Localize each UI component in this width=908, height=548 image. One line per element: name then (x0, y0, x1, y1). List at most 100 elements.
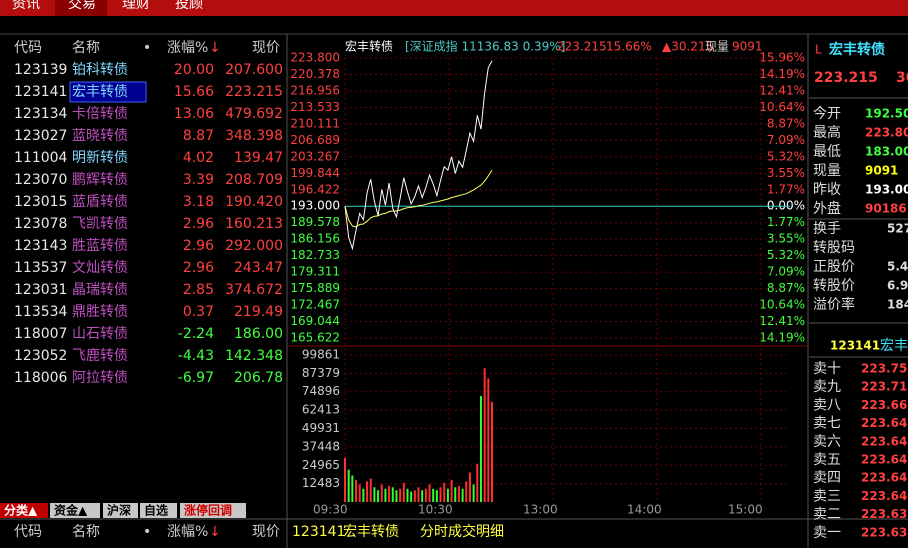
column-header[interactable]: • (143, 524, 151, 540)
column-header[interactable]: 代码 (14, 524, 42, 540)
column-header[interactable]: 名称 (72, 524, 100, 540)
stock-name[interactable]: 明新转债 (72, 150, 128, 166)
field-label: 溢价率 (813, 296, 855, 313)
stock-code[interactable]: 123141 (14, 84, 67, 100)
change-pct: 20.00 (174, 62, 214, 78)
field-value: 5.4 (887, 260, 908, 274)
bottom-tab[interactable]: 自选 (144, 503, 168, 518)
stock-name[interactable]: 宏丰转债 (72, 84, 128, 100)
stock-code[interactable]: 123134 (14, 106, 68, 122)
column-header[interactable]: 现价 (252, 524, 280, 540)
y-tick-label: 179.311 (290, 265, 340, 279)
stock-code[interactable]: 123139 (14, 62, 67, 78)
ask-price: 223.752 (861, 362, 908, 376)
column-header[interactable]: ↓ (209, 40, 221, 56)
price: 190.420 (225, 194, 283, 210)
bottom-tab[interactable]: 分类▲ (4, 503, 38, 518)
tab-bg (0, 503, 48, 518)
change-pct: 3.39 (183, 172, 214, 188)
volume-bar (410, 491, 413, 502)
column-header[interactable]: 涨幅% (167, 40, 208, 56)
volume-bar (366, 481, 369, 502)
y-tick-label: 206.689 (290, 133, 340, 147)
stock-name[interactable]: 鼎胜转债 (72, 304, 128, 320)
stock-code[interactable]: 113534 (14, 304, 68, 320)
price: 292.000 (225, 238, 283, 254)
field-value: 6.9 (887, 279, 908, 293)
field-value: 223.800 (865, 126, 908, 140)
stock-code[interactable]: 123015 (14, 194, 67, 210)
stock-code[interactable]: 111004 (14, 150, 68, 166)
volume-bar (417, 487, 420, 502)
stock-name[interactable]: 蓝盾转债 (72, 194, 128, 210)
column-header[interactable]: 代码 (14, 40, 42, 56)
stock-code[interactable]: 123070 (14, 172, 67, 188)
footer-title: 分时成交明细 (420, 523, 504, 540)
ask-label: 卖六 (813, 434, 841, 450)
change-pct: 4.02 (183, 150, 214, 166)
stock-code[interactable]: 113537 (14, 260, 67, 276)
stock-code[interactable]: 123027 (14, 128, 67, 144)
ask-price: 223.642 (861, 453, 908, 467)
column-header[interactable]: 涨幅% (167, 524, 208, 540)
volume-bar (351, 475, 354, 502)
stock-name[interactable]: 阿拉转债 (72, 370, 128, 386)
ask-label: 卖四 (813, 470, 841, 486)
volume-bar (402, 482, 405, 502)
menu-tab[interactable]: 理财 (122, 0, 150, 12)
volume-bar (461, 488, 464, 502)
stock-code[interactable]: 123031 (14, 282, 67, 298)
stock-name[interactable]: 卡倍转债 (72, 106, 128, 122)
stock-name[interactable]: 鹏辉转债 (72, 172, 128, 188)
column-header[interactable]: 名称 (72, 40, 100, 56)
volume-tick-label: 74896 (302, 384, 340, 398)
stock-code[interactable]: 123078 (14, 216, 67, 232)
stock-name[interactable]: 蓝晓转债 (72, 128, 128, 144)
y-tick-label: 220.378 (290, 67, 340, 81)
bottom-tab[interactable]: 涨停回调 (184, 503, 232, 518)
volume-bar (391, 487, 394, 502)
pct-tick-label: 14.19% (759, 67, 805, 81)
price: 348.398 (225, 128, 283, 144)
index-info: [深证成指 11136.83 0.39%] (405, 39, 565, 54)
pct-tick-label: 5.32% (767, 248, 805, 262)
stock-name[interactable]: 山石转债 (72, 326, 128, 342)
stock-code[interactable]: 123052 (14, 348, 67, 364)
bottom-tab[interactable]: 沪深 (107, 503, 131, 518)
x-tick-label: 13:00 (523, 503, 558, 517)
bottom-tab[interactable]: 资金▲ (54, 503, 88, 518)
field-value: 9091 (865, 164, 898, 178)
volume-bar (439, 487, 442, 502)
stock-code[interactable]: 118006 (14, 370, 68, 386)
stock-name[interactable]: 飞鹿转债 (72, 347, 128, 364)
stock-name[interactable]: 飞凯转债 (72, 216, 128, 232)
stock-name[interactable]: 铂科转债 (72, 62, 128, 78)
column-header[interactable]: 现价 (252, 40, 280, 56)
change-pct: -6.97 (178, 370, 214, 386)
menu-tab[interactable]: 投顾 (175, 0, 203, 12)
volume-bar (347, 469, 350, 502)
volume-bar (483, 368, 486, 502)
y-tick-label: 196.422 (290, 182, 340, 196)
price: 223.215 (225, 84, 283, 100)
stock-name[interactable]: 文灿转债 (72, 260, 128, 276)
menu-tab[interactable]: 交易 (68, 0, 96, 12)
column-header[interactable]: ↓ (209, 524, 221, 540)
footer-name: 宏丰转债 (343, 524, 399, 540)
volume-bar (435, 490, 438, 502)
menu-tab[interactable]: 资讯 (12, 0, 40, 12)
stock-name[interactable]: 晶瑞转债 (72, 282, 128, 298)
y-tick-label: 199.844 (290, 166, 340, 180)
stock-code[interactable]: 118007 (14, 326, 67, 342)
stock-code[interactable]: 123143 (14, 238, 67, 254)
price: 206.78 (234, 370, 283, 386)
pct-tick-label: 12.41% (759, 314, 805, 328)
column-header[interactable]: • (143, 40, 151, 56)
change-pct: 3.18 (183, 194, 214, 210)
y-tick-label: 203.267 (290, 149, 340, 163)
pct-tick-label: 8.87% (767, 116, 805, 130)
stock-name[interactable]: 胜蓝转债 (72, 238, 128, 254)
chart-title: 宏丰转债 (345, 39, 393, 54)
change-pct: 8.87 (183, 128, 214, 144)
